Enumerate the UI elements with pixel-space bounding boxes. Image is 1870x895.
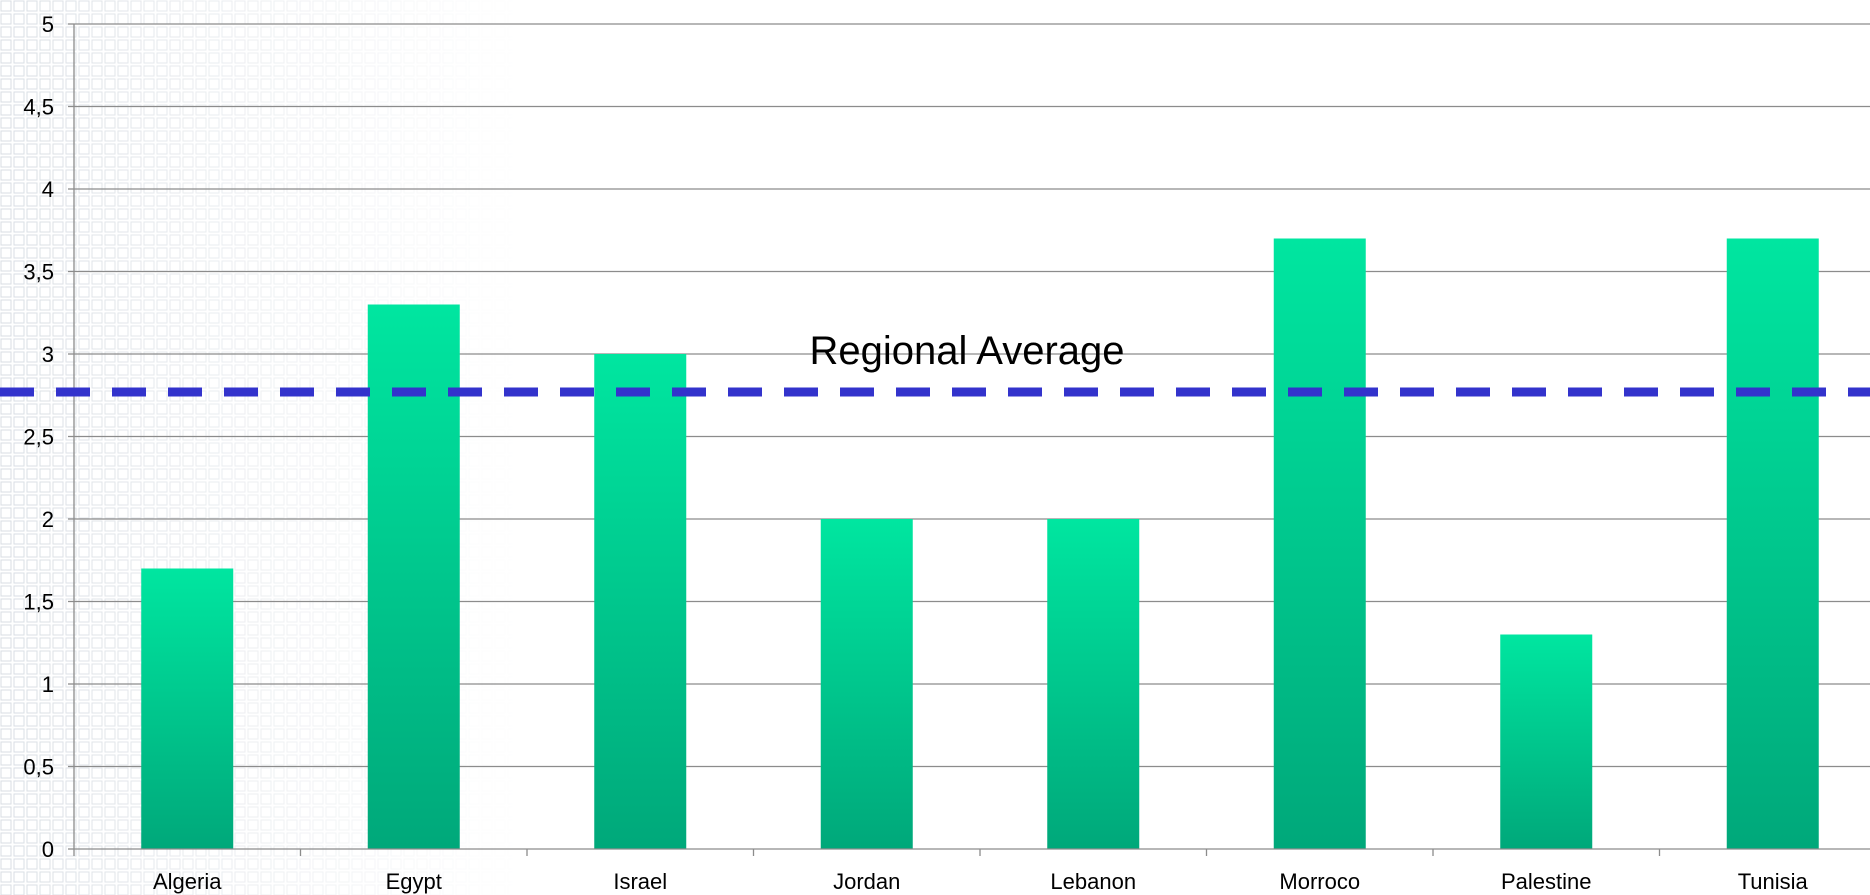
y-tick-label: 5 bbox=[42, 12, 54, 37]
y-axis-tick-labels: 0 0,5 1 1,5 2 2,5 3 3,5 4 4,5 5 bbox=[23, 12, 54, 862]
bar-jordan bbox=[820, 519, 913, 849]
x-tick-label: Algeria bbox=[153, 869, 222, 894]
axes bbox=[68, 23, 1870, 856]
y-tick-label: 4,5 bbox=[23, 95, 54, 120]
bar-palestine bbox=[1500, 634, 1593, 849]
y-tick-label: 2,5 bbox=[23, 425, 54, 450]
bar-egypt bbox=[367, 304, 460, 849]
x-tick-label: Tunisia bbox=[1738, 869, 1809, 894]
bar-algeria bbox=[141, 568, 234, 849]
y-tick-label: 2 bbox=[42, 507, 54, 532]
bar-israel bbox=[594, 354, 687, 849]
x-axis-tick-labels: Algeria Egypt Israel Jordan Lebanon Morroco Pa… bbox=[153, 869, 1809, 894]
y-tick-label: 1,5 bbox=[23, 590, 54, 615]
y-tick-label: 4 bbox=[42, 177, 54, 202]
x-tick-label: Morroco bbox=[1279, 869, 1360, 894]
bar-tunisia bbox=[1726, 238, 1819, 849]
x-tick-label: Egypt bbox=[386, 869, 442, 894]
y-tick-label: 1 bbox=[42, 672, 54, 697]
x-tick-label: Israel bbox=[613, 869, 667, 894]
regional-average-label: Regional Average bbox=[809, 329, 1124, 373]
y-tick-label: 3,5 bbox=[23, 260, 54, 285]
y-tick-label: 0,5 bbox=[23, 755, 54, 780]
y-tick-label: 3 bbox=[42, 342, 54, 367]
x-tick-label: Jordan bbox=[833, 869, 900, 894]
x-tick-label: Palestine bbox=[1501, 869, 1592, 894]
bar-lebanon bbox=[1047, 519, 1140, 849]
x-tick-label: Lebanon bbox=[1050, 869, 1136, 894]
y-tick-label: 0 bbox=[42, 837, 54, 862]
bars bbox=[141, 238, 1819, 849]
bar-morroco bbox=[1273, 238, 1366, 849]
